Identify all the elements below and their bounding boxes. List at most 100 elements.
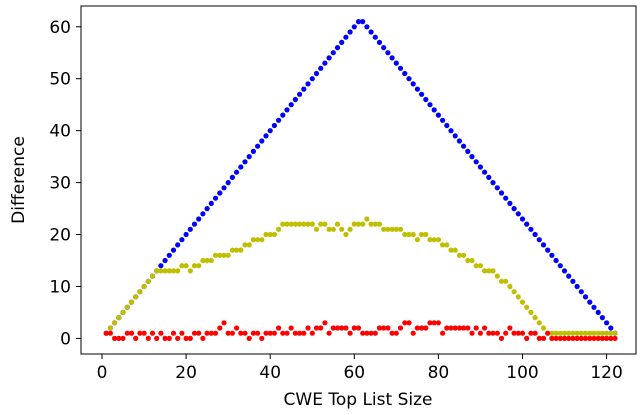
data-point — [423, 325, 429, 331]
data-point — [225, 180, 231, 186]
data-point — [120, 309, 126, 315]
data-point — [532, 315, 538, 321]
data-point — [528, 226, 534, 232]
data-point — [595, 335, 601, 341]
data-point — [444, 325, 450, 331]
data-point — [288, 102, 294, 108]
data-point — [200, 257, 206, 264]
data-point — [536, 237, 542, 243]
data-point — [292, 221, 298, 227]
data-point — [608, 335, 614, 341]
data-point — [229, 247, 235, 253]
data-point — [200, 211, 206, 217]
data-point — [591, 330, 597, 336]
data-point — [351, 24, 357, 30]
data-point — [406, 320, 412, 326]
data-point — [570, 335, 576, 341]
data-point — [444, 122, 450, 129]
data-point — [334, 221, 341, 227]
data-point — [347, 29, 353, 35]
data-point — [368, 29, 374, 35]
data-point — [166, 335, 172, 341]
plot-area-border — [80, 5, 637, 355]
x-tick-label: 60 — [343, 363, 365, 383]
x-axis-ticks: 0 20 40 60 80 100 120 — [97, 354, 623, 383]
data-point — [419, 325, 425, 331]
data-point — [284, 107, 290, 113]
data-point — [397, 65, 404, 71]
data-point — [511, 330, 517, 336]
data-point — [183, 231, 189, 238]
data-point — [389, 55, 395, 61]
data-point — [263, 330, 269, 336]
data-point — [183, 263, 189, 269]
data-point — [162, 335, 168, 341]
x-tick-label: 100 — [506, 363, 538, 383]
data-point — [604, 320, 610, 326]
data-point — [608, 325, 614, 331]
data-point — [376, 325, 383, 331]
data-point — [486, 174, 492, 180]
data-point — [318, 65, 324, 71]
data-point — [347, 330, 353, 336]
data-point — [187, 335, 193, 341]
data-point — [221, 252, 227, 258]
data-point — [204, 330, 210, 336]
data-point — [469, 257, 475, 264]
data-point — [389, 330, 395, 336]
data-point — [141, 330, 147, 336]
y-tick-label: 30 — [49, 174, 71, 194]
data-point — [486, 330, 492, 336]
data-point — [440, 330, 446, 336]
data-point — [326, 330, 332, 336]
data-point — [545, 247, 551, 253]
data-point — [124, 330, 130, 336]
data-point — [183, 335, 189, 341]
y-tick-label: 60 — [49, 18, 71, 38]
data-point — [528, 309, 534, 315]
data-point — [566, 273, 572, 279]
data-point — [440, 117, 446, 123]
data-point — [288, 325, 294, 331]
data-point — [360, 221, 366, 227]
data-point — [578, 330, 584, 336]
data-point — [465, 257, 471, 264]
data-point — [511, 289, 517, 295]
data-point — [490, 180, 496, 186]
data-point — [498, 335, 505, 341]
data-point — [456, 252, 462, 258]
data-point — [208, 330, 214, 336]
data-point — [347, 226, 353, 232]
data-point — [385, 226, 391, 232]
data-point — [431, 107, 437, 113]
data-point — [238, 330, 244, 336]
data-point — [604, 330, 610, 336]
data-point — [423, 96, 429, 103]
y-axis-label: Difference — [9, 136, 29, 224]
data-point — [557, 335, 563, 341]
data-point — [313, 70, 320, 77]
data-point — [456, 325, 462, 331]
data-point — [166, 252, 172, 258]
data-point — [381, 226, 387, 232]
data-point — [196, 263, 202, 269]
data-point — [612, 330, 618, 336]
data-point — [427, 237, 433, 243]
x-tick-label: 20 — [175, 363, 197, 383]
data-point — [355, 325, 362, 331]
data-point — [473, 263, 479, 269]
data-point — [301, 86, 307, 92]
data-point — [179, 237, 185, 243]
data-point — [364, 330, 370, 336]
data-point — [339, 226, 345, 232]
data-point — [561, 335, 568, 341]
data-point — [393, 330, 399, 336]
data-point — [217, 252, 223, 258]
data-point — [561, 268, 568, 274]
data-point — [259, 335, 265, 341]
data-point — [385, 50, 391, 56]
data-point — [339, 39, 345, 46]
data-point — [423, 231, 429, 238]
data-point — [435, 320, 441, 326]
data-point — [116, 335, 122, 341]
